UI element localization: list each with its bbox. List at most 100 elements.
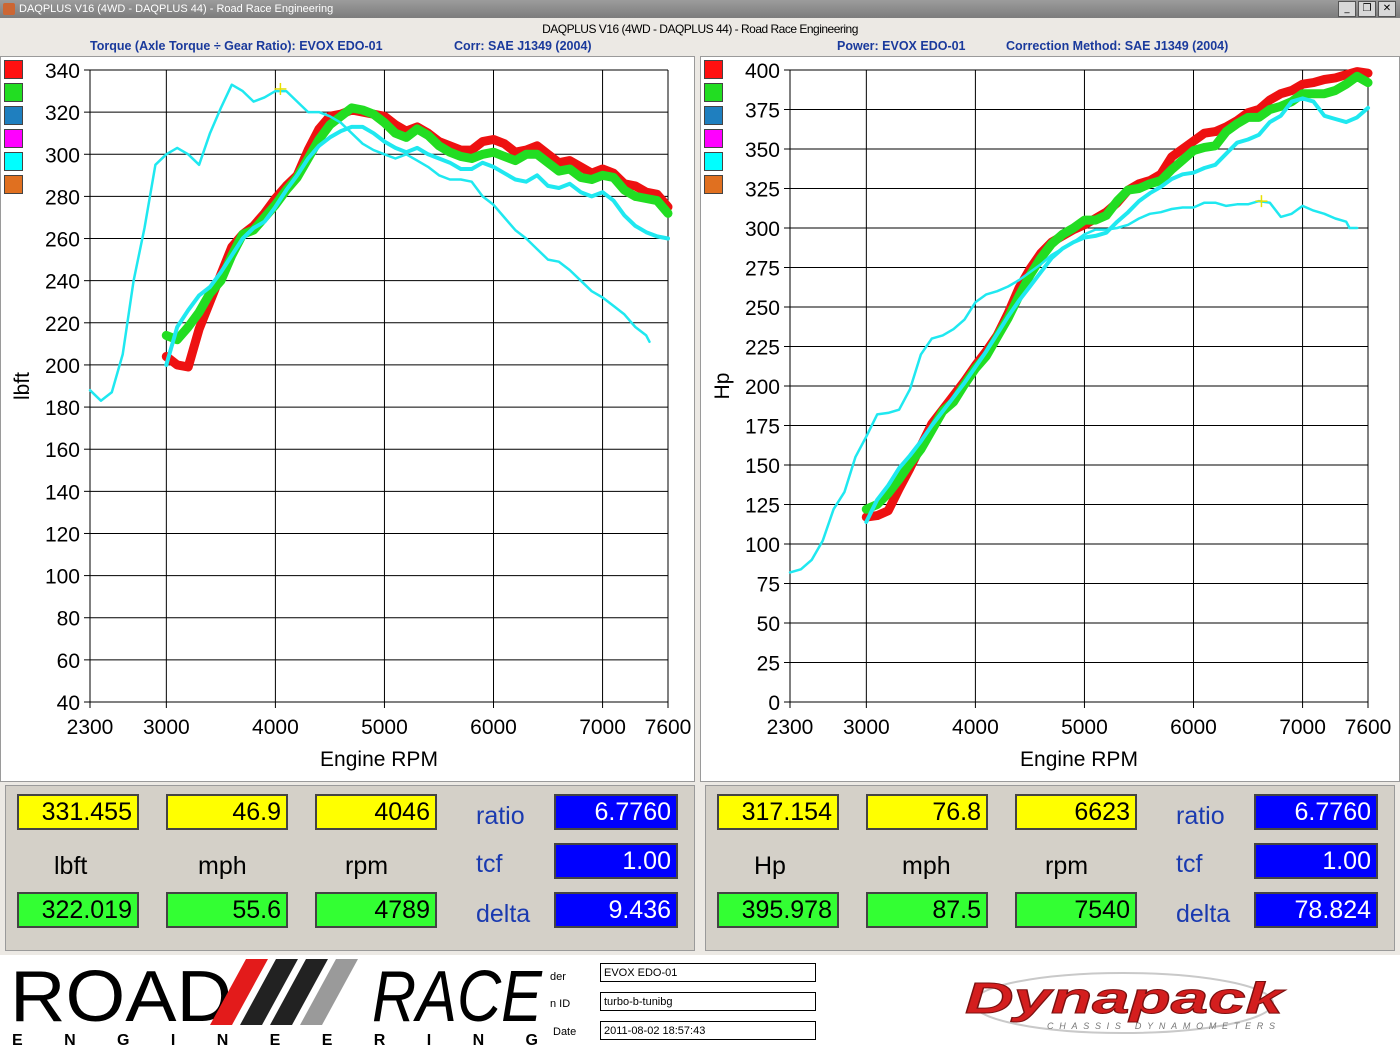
y-tick-label: 120 xyxy=(45,523,80,546)
y-tick-label: 400 xyxy=(745,60,780,83)
y-tick-label: 100 xyxy=(745,534,780,557)
torque-chart-header: Torque (Axle Torque ÷ Gear Ratio): EVOX … xyxy=(90,39,383,53)
x-tick-label: 2300 xyxy=(67,716,114,739)
logo-race-text: RACE xyxy=(372,957,543,1037)
cursor-torque-value: 331.455 xyxy=(17,794,139,830)
x-tick-label: 6000 xyxy=(1170,716,1217,739)
peak-power-value: 395.978 xyxy=(717,892,839,928)
y-tick-label: 375 xyxy=(745,100,780,123)
y-tick-label: 250 xyxy=(745,297,780,320)
legend-swatch-6[interactable] xyxy=(704,175,723,194)
y-tick-label: 0 xyxy=(768,692,780,715)
vehicle-field[interactable]: EVOX EDO-01 xyxy=(600,963,816,982)
minimize-button[interactable]: _ xyxy=(1338,1,1356,17)
dynapack-subtext: CHASSIS DYNAMOMETERS xyxy=(1047,1021,1275,1031)
legend-swatch-2[interactable] xyxy=(704,83,723,102)
legend-swatch-5[interactable] xyxy=(4,152,23,171)
torque-unit-label: lbft xyxy=(54,852,88,880)
series-line-3 xyxy=(864,96,1370,524)
y-tick-label: 220 xyxy=(45,313,80,336)
date-field[interactable]: 2011-08-02 18:57:43 xyxy=(600,1021,816,1040)
x-tick-label: 7600 xyxy=(645,716,692,739)
series-line-3 xyxy=(164,124,670,367)
torque-chart[interactable]: 40 60 80 100 120 140 160 180 200 220 240 260 280 300 3… xyxy=(1,57,694,781)
tcf-value: 1.00 xyxy=(554,843,678,879)
mph-unit-label: mph xyxy=(198,852,247,880)
y-tick-label: 280 xyxy=(45,186,80,209)
cursor-mph-value: 76.8 xyxy=(866,794,988,830)
delta-value: 9.436 xyxy=(554,892,678,928)
legend-swatch-4[interactable] xyxy=(4,129,23,148)
field-label-builder: der xyxy=(550,971,566,983)
close-button[interactable]: ✕ xyxy=(1378,1,1396,17)
y-tick-label: 160 xyxy=(45,439,80,462)
y-tick-label: 200 xyxy=(745,376,780,399)
peak-rpm-value: 7540 xyxy=(1015,892,1137,928)
y-tick-label: 140 xyxy=(45,481,80,504)
y-tick-label: 340 xyxy=(45,60,80,83)
power-chart-panel: 0 25 50 75 100 125 150 175 200 225 250 275 300 325 350… xyxy=(700,56,1400,782)
legend-swatch-1[interactable] xyxy=(704,60,723,79)
power-correction-header: Correction Method: SAE J1349 (2004) xyxy=(1006,39,1229,53)
tcf-label: tcf xyxy=(1176,850,1203,878)
torque-correction-header: Corr: SAE J1349 (2004) xyxy=(454,39,592,53)
x-tick-label: 2300 xyxy=(767,716,814,739)
y-tick-label: 75 xyxy=(757,574,780,597)
x-tick-label: 7000 xyxy=(579,716,626,739)
legend-swatch-4[interactable] xyxy=(704,129,723,148)
window-title: DAQPLUS V16 (4WD - DAQPLUS 44) - Road Ra… xyxy=(19,3,334,15)
cursor-mph-value: 46.9 xyxy=(166,794,288,830)
peak-torque-value: 322.019 xyxy=(17,892,139,928)
x-tick-label: 3000 xyxy=(843,716,890,739)
y-tick-label: 275 xyxy=(745,258,780,281)
y-tick-label: 325 xyxy=(745,179,780,202)
cursor-rpm-value: 4046 xyxy=(315,794,437,830)
y-tick-label: 150 xyxy=(745,455,780,478)
x-tick-label: 3000 xyxy=(143,716,190,739)
restore-button[interactable]: ❐ xyxy=(1358,1,1376,17)
power-chart-header: Power: EVOX EDO-01 xyxy=(837,39,966,53)
torque-chart-panel: 40 60 80 100 120 140 160 180 200 220 240 260 280 300 3… xyxy=(0,56,695,782)
peak-rpm-value: 4789 xyxy=(315,892,437,928)
mph-unit-label: mph xyxy=(902,852,951,880)
legend-swatch-1[interactable] xyxy=(4,60,23,79)
power-chart[interactable]: 0 25 50 75 100 125 150 175 200 225 250 275 300 325 350… xyxy=(701,57,1399,781)
peak-mph-value: 55.6 xyxy=(166,892,288,928)
y-tick-label: 260 xyxy=(45,229,80,252)
power-readout: 317.154 76.8 6623 Hp mph rpm 395.978 87.… xyxy=(705,785,1395,951)
x-axis-label: Engine RPM xyxy=(320,748,438,771)
ratio-value: 6.7760 xyxy=(1254,794,1378,830)
logo-road-text: ROAD xyxy=(10,957,232,1037)
x-tick-label: 5000 xyxy=(361,716,408,739)
delta-label: delta xyxy=(1176,900,1231,928)
legend-swatch-2[interactable] xyxy=(4,83,23,102)
legend-swatch-5[interactable] xyxy=(704,152,723,171)
ratio-label: ratio xyxy=(1176,802,1225,830)
y-axis-label: lbft xyxy=(11,372,34,400)
delta-label: delta xyxy=(476,900,531,928)
x-tick-label: 6000 xyxy=(470,716,517,739)
y-tick-label: 175 xyxy=(745,416,780,439)
peak-mph-value: 87.5 xyxy=(866,892,988,928)
app-icon xyxy=(3,3,15,15)
y-tick-label: 40 xyxy=(57,692,80,715)
y-tick-label: 225 xyxy=(745,337,780,360)
legend-swatch-6[interactable] xyxy=(4,175,23,194)
power-unit-label: Hp xyxy=(754,852,786,880)
y-tick-label: 100 xyxy=(45,566,80,589)
series-line-4 xyxy=(88,83,651,402)
x-tick-label: 7000 xyxy=(1279,716,1326,739)
ratio-value: 6.7760 xyxy=(554,794,678,830)
tcf-value: 1.00 xyxy=(1254,843,1378,879)
legend-swatch-3[interactable] xyxy=(4,106,23,125)
legend-swatch-3[interactable] xyxy=(704,106,723,125)
x-tick-label: 4000 xyxy=(252,716,299,739)
y-tick-label: 125 xyxy=(745,495,780,518)
x-tick-label: 7600 xyxy=(1345,716,1392,739)
run-id-field[interactable]: turbo-b-tunibg xyxy=(600,992,816,1011)
y-tick-label: 350 xyxy=(745,139,780,162)
y-axis-label: Hp xyxy=(711,373,734,400)
y-tick-label: 25 xyxy=(757,653,780,676)
y-tick-label: 200 xyxy=(45,355,80,378)
ratio-label: ratio xyxy=(476,802,525,830)
